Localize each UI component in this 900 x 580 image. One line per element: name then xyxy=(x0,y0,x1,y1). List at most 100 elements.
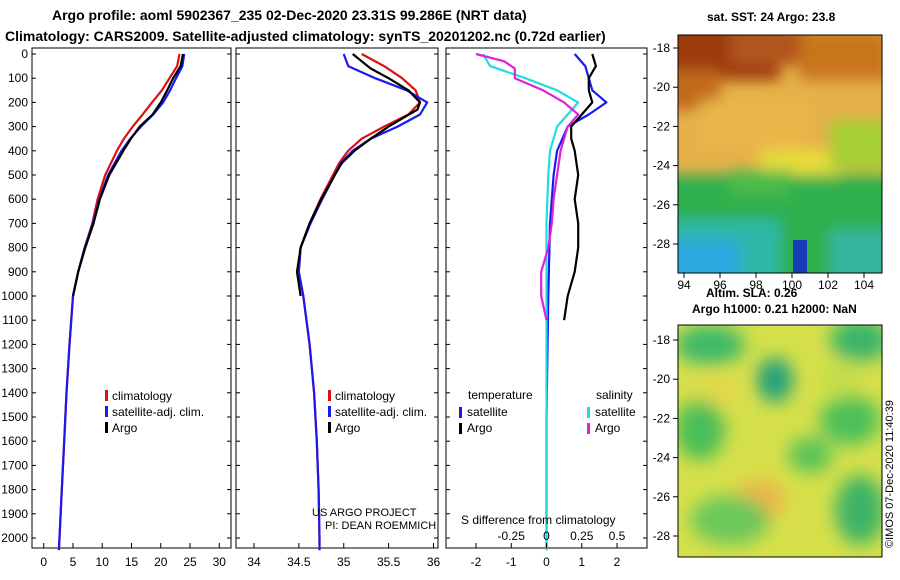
sla-lat-tick-label: -18 xyxy=(653,333,671,347)
sst-lat-tick-label: -22 xyxy=(653,119,671,133)
sst-patch xyxy=(678,240,740,273)
sst-lon-tick-label: 100 xyxy=(782,278,802,292)
depth-tick-label: 1700 xyxy=(1,458,28,472)
depth-tick-label: 500 xyxy=(8,168,28,182)
temp-x-tick-label: 10 xyxy=(96,555,110,569)
title-line-1: Argo profile: aoml 5902367_235 02-Dec-20… xyxy=(52,7,527,23)
sla-map-subtitle: Argo h1000: 0.21 h2000: NaN xyxy=(692,302,857,316)
sst-lat-tick-label: -18 xyxy=(653,41,671,55)
sla-map-lat-axis: -18 -20 -22 -24 -26 -28 xyxy=(653,333,678,543)
diff-sal-x-tick-label: 0 xyxy=(543,529,550,543)
depth-tick-label: 100 xyxy=(8,71,28,85)
diff-salinity-argo-line xyxy=(475,52,580,321)
sst-lat-tick-label: -28 xyxy=(653,237,671,251)
sst-lat-tick-label: -26 xyxy=(653,198,671,212)
diff-temp-x-tick-label: -2 xyxy=(471,555,482,569)
sla-lat-tick-label: -24 xyxy=(653,451,671,465)
legend-swatch-satellite xyxy=(328,406,331,417)
title-line-2: Climatology: CARS2009. Satellite-adjuste… xyxy=(5,28,606,44)
sst-map xyxy=(678,35,882,273)
diff-temp-x-tick-label: 2 xyxy=(614,555,621,569)
depth-tick-label: 300 xyxy=(8,120,28,134)
sla-blob xyxy=(700,375,740,405)
sst-patch xyxy=(800,35,882,80)
depth-tick-label: 0 xyxy=(21,47,28,61)
sla-lat-tick-label: -22 xyxy=(653,411,671,425)
sst-cold-patch xyxy=(793,240,807,273)
legend-label-climatology: climatology xyxy=(335,389,395,403)
legend-temp-satellite: satellite xyxy=(467,405,508,419)
sst-lon-tick-label: 104 xyxy=(854,278,874,292)
sal-x-tick-label: 35 xyxy=(337,555,351,569)
legend-salinity-heading: salinity xyxy=(596,388,633,402)
sal-climatology-line xyxy=(297,53,422,551)
diff-salinity-satellite-line xyxy=(482,53,580,551)
diff-temp-x-tick-label: -1 xyxy=(506,555,517,569)
diff-temperature-argo-line xyxy=(563,53,598,321)
sst-lon-tick-label: 98 xyxy=(749,278,763,292)
sst-patch xyxy=(830,120,882,170)
legend-temperature-heading: temperature xyxy=(468,388,533,402)
sst-patch xyxy=(730,35,810,65)
temp-x-tick-label: 0 xyxy=(40,555,47,569)
legend-swatch-argo xyxy=(105,422,108,433)
sst-map-lat-axis: -18 -20 -22 -24 -26 -28 xyxy=(653,41,678,251)
temp-satellite-adj-clim--line xyxy=(57,53,186,551)
credit-project: US ARGO PROJECT xyxy=(312,507,417,519)
legend-swatch-climatology xyxy=(328,390,331,401)
difference-plot-title: S difference from climatology xyxy=(461,513,616,527)
temp-climatology-line xyxy=(57,53,181,551)
legend-sal-satellite: satellite xyxy=(595,405,636,419)
depth-axis: 0 100 200 300 400 500 600 700 800 900 1000 1100 1200… xyxy=(1,47,647,545)
sst-lon-tick-label: 102 xyxy=(818,278,838,292)
diff-sal-x-tick-label: 0.25 xyxy=(570,529,594,543)
sla-blob xyxy=(820,362,860,398)
temperature-legend: climatology satellite-adj. clim. Argo xyxy=(105,389,204,435)
depth-tick-label: 1200 xyxy=(1,337,28,351)
sla-map xyxy=(678,325,882,557)
legend-swatch-temp-satellite xyxy=(459,407,462,418)
credit-pi: PI: DEAN ROEMMICH xyxy=(325,520,436,532)
sal-x-tick-label: 34 xyxy=(247,555,261,569)
diff-sal-x-tick-label: 0.5 xyxy=(609,529,626,543)
difference-legend: temperature salinity satellite Argo sate… xyxy=(459,388,636,435)
legend-sal-argo: Argo xyxy=(595,421,621,435)
legend-label-satellite: satellite-adj. clim. xyxy=(335,405,427,419)
salinity-panel-frame xyxy=(235,47,439,549)
sst-map-field xyxy=(678,35,882,273)
depth-tick-label: 1400 xyxy=(1,386,28,400)
sst-lon-tick-label: 96 xyxy=(713,278,727,292)
depth-tick-label: 1800 xyxy=(1,483,28,497)
difference-plot: -2 -1 0 1 2 -0.25 0 0.25 0.5 xyxy=(471,52,626,569)
temp-argo-line xyxy=(71,53,185,297)
temp-x-tick-label: 5 xyxy=(70,555,77,569)
sla-blob xyxy=(678,325,745,365)
sst-map-frame xyxy=(677,34,883,274)
legend-swatch-sal-satellite xyxy=(587,407,590,418)
diff-temp-x-tick-label: 0 xyxy=(543,555,550,569)
depth-tick-label: 700 xyxy=(8,216,28,230)
temp-x-tick-label: 20 xyxy=(154,555,168,569)
sal-x-tick-label: 35.5 xyxy=(377,555,401,569)
legend-swatch-climatology xyxy=(105,390,108,401)
legend-temp-argo: Argo xyxy=(467,421,493,435)
sst-map-lon-axis: 94 96 98 100 102 104 xyxy=(677,273,874,292)
depth-tick-label: 200 xyxy=(8,95,28,109)
depth-tick-label: 1000 xyxy=(1,289,28,303)
sla-map-field xyxy=(678,325,882,545)
sla-blob xyxy=(757,358,793,402)
sla-lat-tick-label: -20 xyxy=(653,372,671,386)
depth-tick-label: 1900 xyxy=(1,507,28,521)
sst-patch xyxy=(700,100,810,150)
depth-tick-label: 400 xyxy=(8,144,28,158)
temp-x-tick-label: 15 xyxy=(125,555,139,569)
legend-label-climatology: climatology xyxy=(112,389,172,403)
sla-blob xyxy=(820,395,880,445)
sst-lat-tick-label: -24 xyxy=(653,159,671,173)
depth-tick-label: 2000 xyxy=(1,531,28,545)
sla-blob xyxy=(830,325,882,362)
sst-patch xyxy=(830,230,882,273)
sal-x-tick-label: 36 xyxy=(427,555,441,569)
